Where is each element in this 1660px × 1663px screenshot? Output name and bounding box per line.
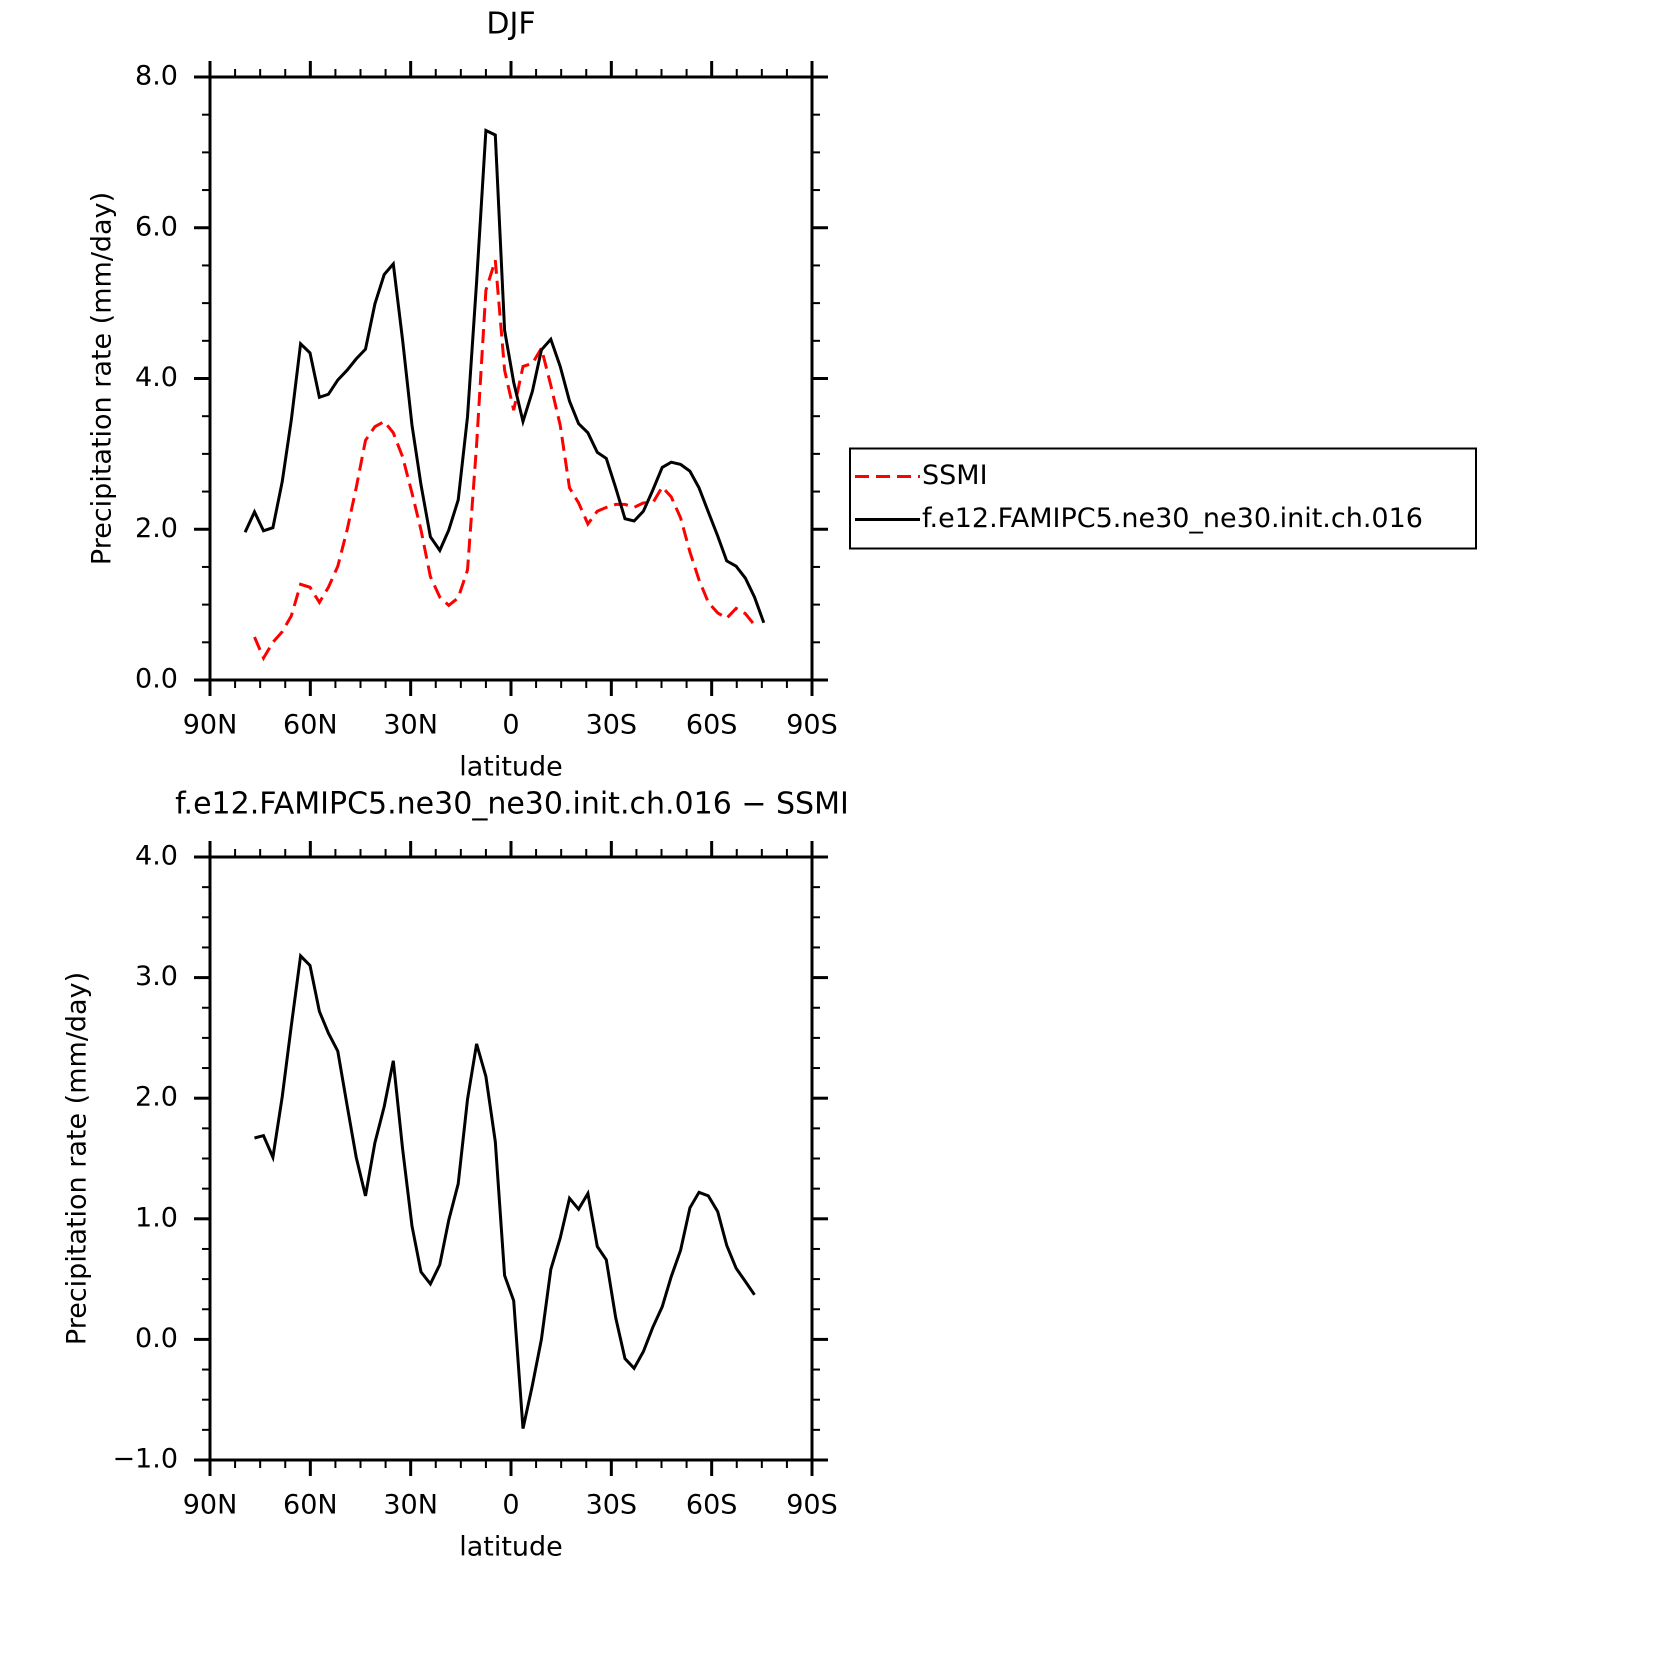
data-line — [243, 128, 766, 624]
data-line — [253, 259, 756, 662]
chart-title: DJF — [486, 7, 535, 42]
chart-title: f.e12.FAMIPC5.ne30_ne30.init.ch.016 − SS… — [175, 787, 849, 822]
y-tick-label: 8.0 — [135, 61, 178, 92]
legend-label: SSMI — [922, 460, 988, 491]
y-tick-label: 6.0 — [135, 211, 178, 242]
x-tick-label: 30S — [586, 1490, 638, 1521]
x-axis-label: latitude — [459, 752, 563, 783]
legend-box — [849, 447, 1477, 550]
y-tick-label: 3.0 — [135, 961, 178, 992]
data-line — [254, 952, 756, 1429]
y-tick-label: −1.0 — [112, 1444, 178, 1475]
x-tick-label: 0 — [502, 1490, 519, 1521]
x-tick-label: 30N — [383, 1490, 438, 1521]
x-tick-label: 30N — [383, 710, 438, 741]
x-tick-label: 0 — [502, 710, 519, 741]
y-tick-label: 0.0 — [135, 1323, 178, 1354]
y-tick-label: 2.0 — [135, 1082, 178, 1113]
x-tick-label: 60N — [283, 710, 338, 741]
x-tick-label: 60N — [283, 1490, 338, 1521]
x-tick-label: 90S — [786, 1490, 838, 1521]
x-tick-label: 90N — [183, 710, 238, 741]
y-axis-label: Precipitation rate (mm/day) — [87, 192, 118, 565]
x-tick-label: 30S — [586, 710, 638, 741]
y-axis-label: Precipitation rate (mm/day) — [62, 972, 93, 1345]
y-tick-label: 0.0 — [135, 664, 178, 695]
y-tick-label: 4.0 — [135, 841, 178, 872]
plot-frame — [208, 75, 814, 682]
x-tick-label: 90N — [183, 1490, 238, 1521]
plot-frame — [208, 855, 814, 1462]
x-axis-label: latitude — [459, 1532, 563, 1563]
y-tick-label: 4.0 — [135, 362, 178, 393]
y-tick-label: 2.0 — [135, 513, 178, 544]
legend-label: f.e12.FAMIPC5.ne30_ne30.init.ch.016 — [922, 503, 1423, 534]
x-tick-label: 60S — [686, 1490, 738, 1521]
x-tick-label: 60S — [686, 710, 738, 741]
y-tick-label: 1.0 — [135, 1202, 178, 1233]
x-tick-label: 90S — [786, 710, 838, 741]
